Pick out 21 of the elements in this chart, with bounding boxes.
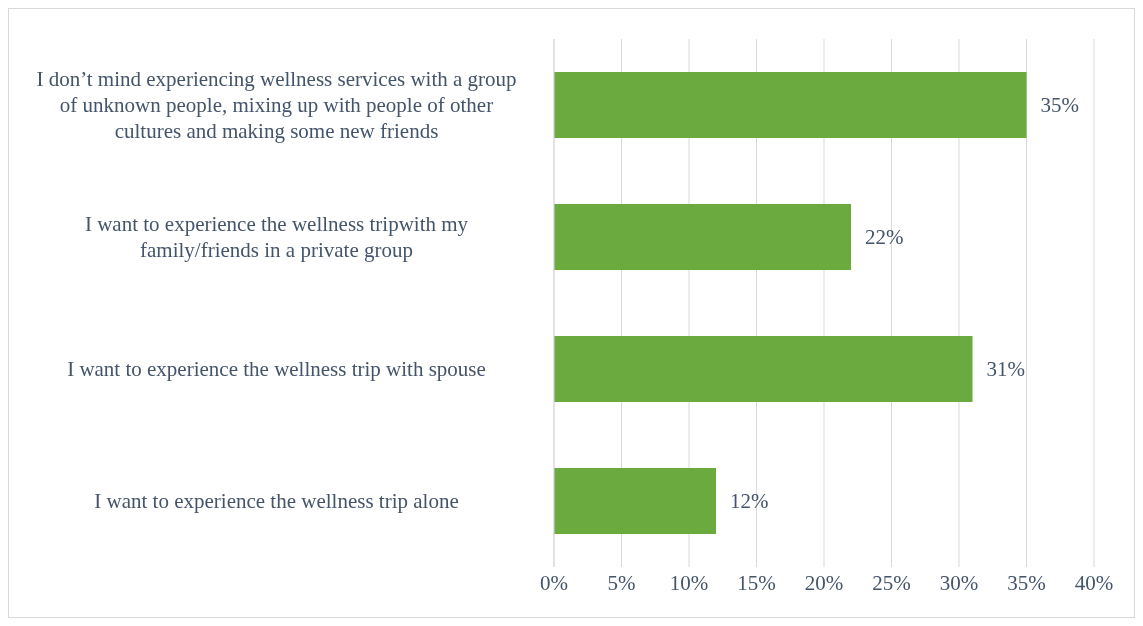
bar — [554, 204, 851, 270]
data-label: 22% — [865, 225, 904, 249]
x-tick-label: 0% — [540, 570, 568, 595]
bar — [554, 336, 973, 402]
x-tick-label: 25% — [872, 570, 911, 595]
y-tick-label: I want to experience the wellness trip with spouse — [67, 357, 486, 381]
bar — [554, 468, 716, 534]
x-tick-label: 5% — [607, 570, 636, 595]
x-tick-label: 30% — [939, 570, 979, 595]
x-tick-label: 15% — [737, 570, 776, 595]
data-label: 12% — [730, 489, 769, 513]
data-label: 31% — [986, 357, 1025, 381]
y-tick-label: I don’t mind experiencing wellness services with a group of unknown people, mixing up with people of other cultures and making some new friends — [36, 67, 517, 143]
bar — [554, 72, 1027, 138]
x-tick-label: 35% — [1007, 570, 1046, 595]
data-label: 35% — [1040, 93, 1079, 117]
y-tick-label: I want to experience the wellness trip alone — [94, 489, 459, 513]
y-tick-label: I want to experience the wellness tripwith my family/friends in a private group — [84, 212, 469, 262]
x-tick-label: 20% — [804, 570, 844, 595]
x-tick-label: 10% — [669, 570, 709, 595]
x-tick-label: 40% — [1074, 570, 1114, 595]
